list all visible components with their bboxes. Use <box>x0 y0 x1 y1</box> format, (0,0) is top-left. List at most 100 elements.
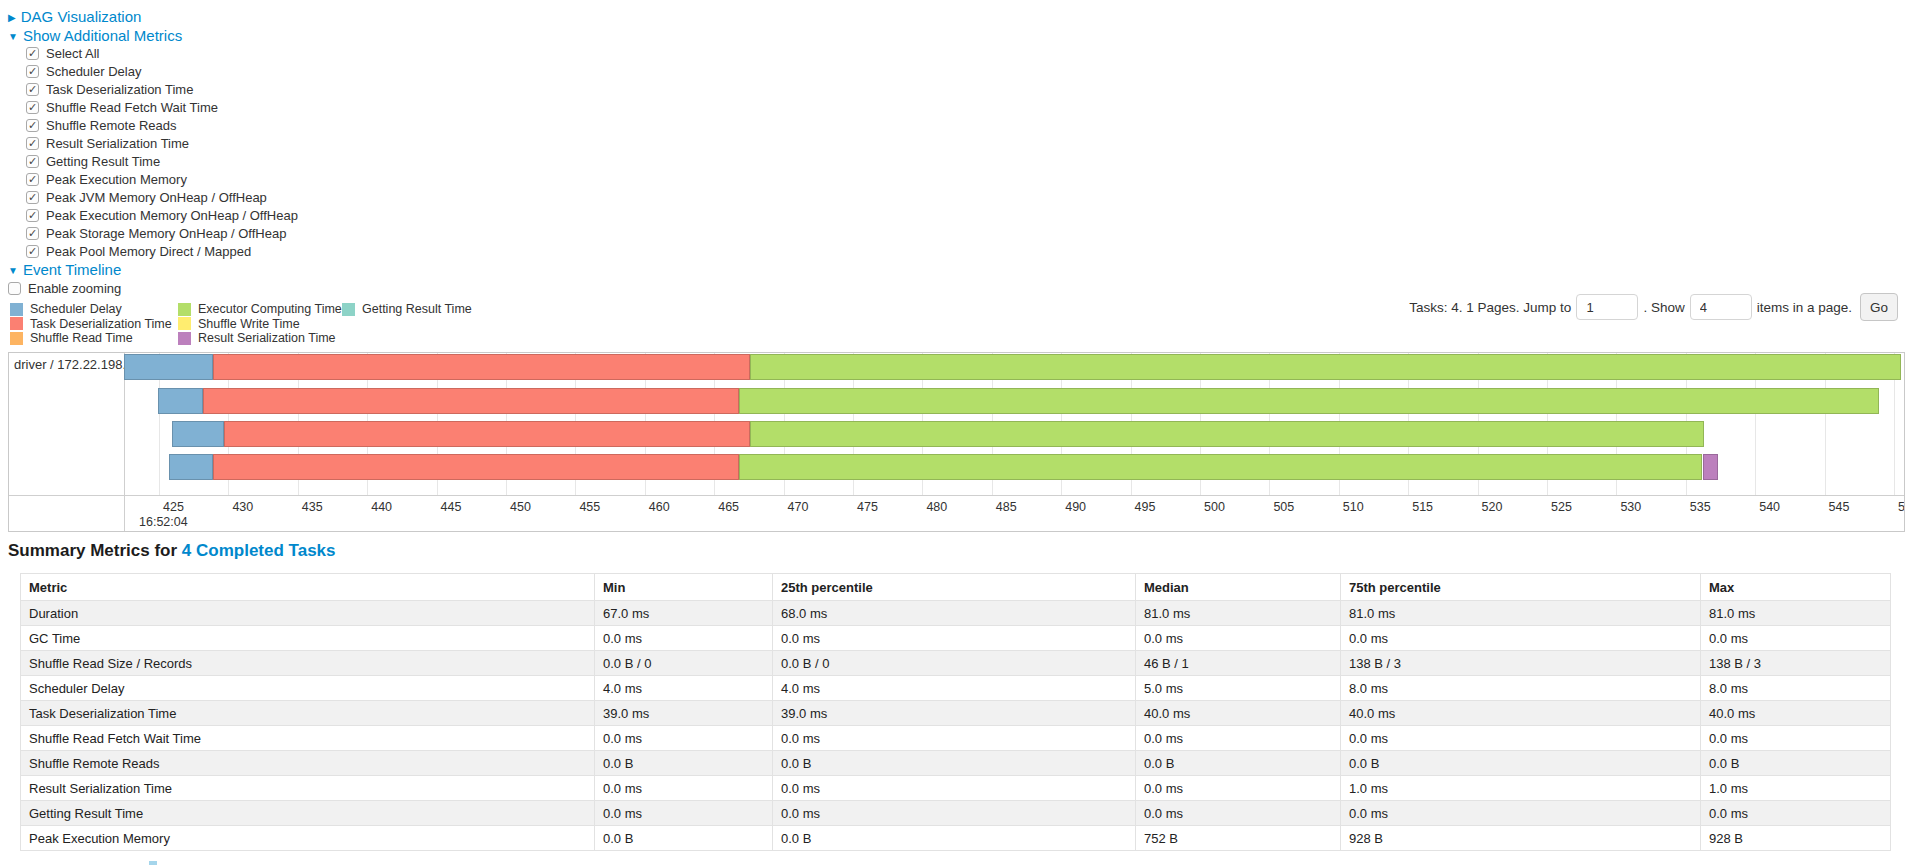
legend-item: Scheduler Delay <box>10 302 172 317</box>
checkbox-icon: ✓ <box>26 47 39 60</box>
value-cell: 5.0 ms <box>1136 676 1341 701</box>
value-cell: 0.0 B <box>1136 751 1341 776</box>
summary-table-head: MetricMin25th percentileMedian75th perce… <box>21 574 1891 601</box>
summary-table-body: Duration67.0 ms68.0 ms81.0 ms81.0 ms81.0… <box>21 601 1891 851</box>
axis-tick-label: 425 <box>163 500 184 514</box>
value-cell: 4.0 ms <box>773 676 1136 701</box>
legend-column: Getting Result Time <box>342 302 472 317</box>
task-bar-task-deserialization[interactable] <box>213 354 750 380</box>
task-bar-scheduler-delay[interactable] <box>172 421 225 447</box>
checkbox-icon: ✓ <box>26 65 39 78</box>
metric-checkbox-peak-storage-memory-onheap-offheap[interactable]: ✓Peak Storage Memory OnHeap / OffHeap <box>26 224 286 242</box>
toggle-metrics-label: Show Additional Metrics <box>23 27 182 44</box>
metric-checkbox-task-deserialization-time[interactable]: ✓ Task Deserialization Time <box>26 80 193 98</box>
value-cell: 39.0 ms <box>595 701 773 726</box>
value-cell: 0.0 ms <box>1341 801 1701 826</box>
pagination-suffix-text: items in a page. <box>1757 300 1852 315</box>
task-bar-task-deserialization[interactable] <box>203 388 739 414</box>
metric-checkbox-peak-pool-memory-direct-mapped[interactable]: ✓Peak Pool Memory Direct / Mapped <box>26 242 251 260</box>
metric-checkbox-getting-result-time[interactable]: ✓Getting Result Time <box>26 152 160 170</box>
metric-checkbox-shuffle-remote-reads[interactable]: ✓Shuffle Remote Reads <box>26 116 177 134</box>
value-cell: 0.0 ms <box>773 726 1136 751</box>
metric-checkbox-scheduler-delay[interactable]: ✓Scheduler Delay <box>26 62 141 80</box>
axis-tick-label: 500 <box>1204 500 1225 514</box>
axis-start-time-label: 16:52:04 <box>139 515 188 529</box>
axis-tick-label: 435 <box>302 500 323 514</box>
chevron-down-icon: ▼ <box>8 265 18 276</box>
task-bar-task-deserialization[interactable] <box>213 454 739 480</box>
value-cell: 0.0 ms <box>1136 626 1341 651</box>
value-cell: 46 B / 1 <box>1136 651 1341 676</box>
metric-checkbox-peak-execution-memory[interactable]: ✓Peak Execution Memory <box>26 170 187 188</box>
value-cell: 0.0 ms <box>773 626 1136 651</box>
value-cell: 39.0 ms <box>773 701 1136 726</box>
task-bar-scheduler-delay[interactable] <box>169 454 213 480</box>
completed-tasks-link[interactable]: 4 Completed Tasks <box>182 541 336 560</box>
task-bar-scheduler-delay[interactable] <box>158 388 204 414</box>
toggle-event-timeline[interactable]: ▼Event Timeline <box>8 261 121 278</box>
task-bar-executor-computing[interactable] <box>750 354 1901 380</box>
axis-line <box>9 495 1904 496</box>
table-row: Scheduler Delay4.0 ms4.0 ms5.0 ms8.0 ms8… <box>21 676 1891 701</box>
metric-cell: Task Deserialization Time <box>21 701 595 726</box>
metric-cell: Shuffle Read Size / Records <box>21 651 595 676</box>
legend-column: Executor Computing TimeShuffle Write Tim… <box>178 302 342 346</box>
legend-swatch-icon <box>10 332 23 345</box>
toggle-show-additional-metrics[interactable]: ▼Show Additional Metrics <box>8 27 182 44</box>
task-bar-executor-computing[interactable] <box>739 454 1702 480</box>
value-cell: 928 B <box>1341 826 1701 851</box>
task-bar-scheduler-delay[interactable] <box>124 354 213 380</box>
column-header: 25th percentile <box>773 574 1136 601</box>
table-row: Peak Execution Memory0.0 B0.0 B752 B928 … <box>21 826 1891 851</box>
value-cell: 0.0 ms <box>595 626 773 651</box>
metric-checkbox-peak-jvm-memory-onheap-offheap[interactable]: ✓Peak JVM Memory OnHeap / OffHeap <box>26 188 267 206</box>
enable-zooming-checkbox[interactable]: Enable zooming <box>8 279 121 297</box>
value-cell: 40.0 ms <box>1136 701 1341 726</box>
task-bar-executor-computing[interactable] <box>750 421 1704 447</box>
value-cell: 0.0 ms <box>773 776 1136 801</box>
metric-cell: Shuffle Remote Reads <box>21 751 595 776</box>
items-per-page-input[interactable] <box>1690 294 1752 320</box>
axis-tick-label: 515 <box>1412 500 1433 514</box>
axis-tick-label: 470 <box>788 500 809 514</box>
legend-column: Scheduler DelayTask Deserialization Time… <box>10 302 172 346</box>
value-cell: 0.0 B / 0 <box>595 651 773 676</box>
value-cell: 81.0 ms <box>1701 601 1891 626</box>
metric-cell: Peak Execution Memory <box>21 826 595 851</box>
event-timeline-chart: 4254304354404454504554604654704754804854… <box>8 352 1905 532</box>
legend-swatch-icon <box>10 317 23 330</box>
toggle-dag-visualization[interactable]: ▶DAG Visualization <box>8 8 141 25</box>
value-cell: 0.0 ms <box>1701 801 1891 826</box>
metric-checkbox-label: Peak Execution Memory OnHeap / OffHeap <box>46 208 298 223</box>
column-header: Median <box>1136 574 1341 601</box>
legend-item: Shuffle Read Time <box>10 331 172 346</box>
go-button[interactable]: Go <box>1860 293 1898 321</box>
task-bar-executor-computing[interactable] <box>739 388 1879 414</box>
legend-swatch-icon <box>178 317 191 330</box>
metric-checkbox-peak-execution-memory-onheap-offheap[interactable]: ✓Peak Execution Memory OnHeap / OffHeap <box>26 206 298 224</box>
task-bar-task-deserialization[interactable] <box>224 421 750 447</box>
legend-swatch-icon <box>178 332 191 345</box>
value-cell: 0.0 ms <box>1701 626 1891 651</box>
axis-tick-label: 475 <box>857 500 878 514</box>
table-row: Result Serialization Time0.0 ms0.0 ms0.0… <box>21 776 1891 801</box>
value-cell: 0.0 ms <box>1136 726 1341 751</box>
table-row: Shuffle Remote Reads0.0 B0.0 B0.0 B0.0 B… <box>21 751 1891 776</box>
jump-to-page-input[interactable] <box>1576 294 1638 320</box>
axis-tick-label: 495 <box>1135 500 1156 514</box>
legend-item: Executor Computing Time <box>178 302 342 317</box>
value-cell: 81.0 ms <box>1341 601 1701 626</box>
value-cell: 0.0 ms <box>1136 776 1341 801</box>
metric-checkbox-result-serialization-time[interactable]: ✓Result Serialization Time <box>26 134 189 152</box>
metric-checkbox-shuffle-read-fetch-wait-time[interactable]: ✓Shuffle Read Fetch Wait Time <box>26 98 218 116</box>
value-cell: 1.0 ms <box>1341 776 1701 801</box>
task-bar-result-serialization[interactable] <box>1703 454 1718 480</box>
checkbox-icon: ✓ <box>26 137 39 150</box>
axis-tick-label: 460 <box>649 500 670 514</box>
metric-checkbox-label: Peak JVM Memory OnHeap / OffHeap <box>46 190 267 205</box>
metric-checkbox-select-all[interactable]: ✓Select All <box>26 44 99 62</box>
metric-checkbox-label: Task Deserialization Time <box>46 82 193 97</box>
checkbox-icon: ✓ <box>26 83 39 96</box>
checkbox-icon: ✓ <box>26 119 39 132</box>
checkbox-icon: ✓ <box>26 227 39 240</box>
